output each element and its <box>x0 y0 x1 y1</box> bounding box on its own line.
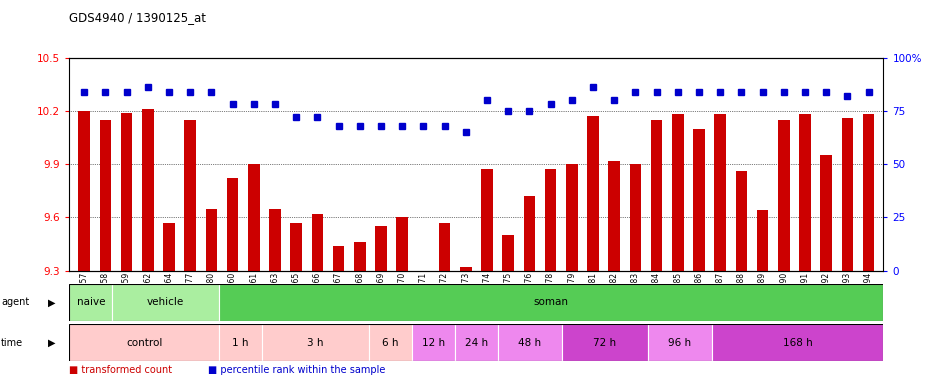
Text: control: control <box>126 338 163 348</box>
Bar <box>778 120 790 271</box>
Bar <box>799 114 811 271</box>
Bar <box>587 116 598 271</box>
Text: 48 h: 48 h <box>518 338 541 348</box>
Text: 6 h: 6 h <box>382 338 399 348</box>
Bar <box>498 324 562 361</box>
Text: 72 h: 72 h <box>593 338 616 348</box>
Bar <box>413 324 455 361</box>
Bar <box>735 171 747 271</box>
Bar <box>609 161 620 271</box>
Bar <box>481 169 493 271</box>
Bar <box>693 129 705 271</box>
Bar <box>69 324 219 361</box>
Text: GDS4940 / 1390125_at: GDS4940 / 1390125_at <box>69 12 206 25</box>
Bar <box>121 113 132 271</box>
Bar <box>842 118 853 271</box>
Bar <box>863 114 874 271</box>
Text: 168 h: 168 h <box>783 338 812 348</box>
Text: ■ transformed count: ■ transformed count <box>69 365 172 375</box>
Text: 3 h: 3 h <box>307 338 324 348</box>
Bar <box>354 242 365 271</box>
Bar <box>262 324 369 361</box>
Bar <box>502 235 514 271</box>
Bar <box>455 324 498 361</box>
Bar <box>672 114 684 271</box>
Bar <box>69 284 112 321</box>
Bar <box>290 223 302 271</box>
Text: 96 h: 96 h <box>668 338 691 348</box>
Bar <box>219 284 883 321</box>
Text: ■ percentile rank within the sample: ■ percentile rank within the sample <box>208 365 386 375</box>
Text: 1 h: 1 h <box>232 338 249 348</box>
Text: vehicle: vehicle <box>147 297 184 308</box>
Bar <box>184 120 196 271</box>
Bar <box>648 324 712 361</box>
Bar <box>79 111 90 271</box>
Text: 24 h: 24 h <box>464 338 488 348</box>
Bar <box>630 164 641 271</box>
Bar <box>219 324 262 361</box>
Bar <box>376 226 387 271</box>
Bar <box>205 209 217 271</box>
Bar <box>566 164 577 271</box>
Bar <box>142 109 154 271</box>
Bar <box>820 155 832 271</box>
Bar <box>163 223 175 271</box>
Text: ▶: ▶ <box>48 338 55 348</box>
Bar <box>369 324 413 361</box>
Bar <box>712 324 883 361</box>
Bar <box>714 114 726 271</box>
Bar <box>248 164 260 271</box>
Bar <box>562 324 648 361</box>
Bar <box>269 209 281 271</box>
Bar <box>312 214 323 271</box>
Bar <box>524 196 536 271</box>
Bar <box>333 246 344 271</box>
Text: time: time <box>1 338 23 348</box>
Bar <box>438 223 450 271</box>
Text: ▶: ▶ <box>48 297 55 308</box>
Bar <box>112 284 219 321</box>
Bar <box>460 267 472 271</box>
Bar <box>545 169 557 271</box>
Bar <box>650 120 662 271</box>
Bar <box>100 120 111 271</box>
Text: soman: soman <box>534 297 569 308</box>
Text: naive: naive <box>77 297 105 308</box>
Text: 12 h: 12 h <box>422 338 445 348</box>
Bar <box>757 210 769 271</box>
Bar <box>396 217 408 271</box>
Text: agent: agent <box>1 297 30 308</box>
Bar <box>227 179 239 271</box>
